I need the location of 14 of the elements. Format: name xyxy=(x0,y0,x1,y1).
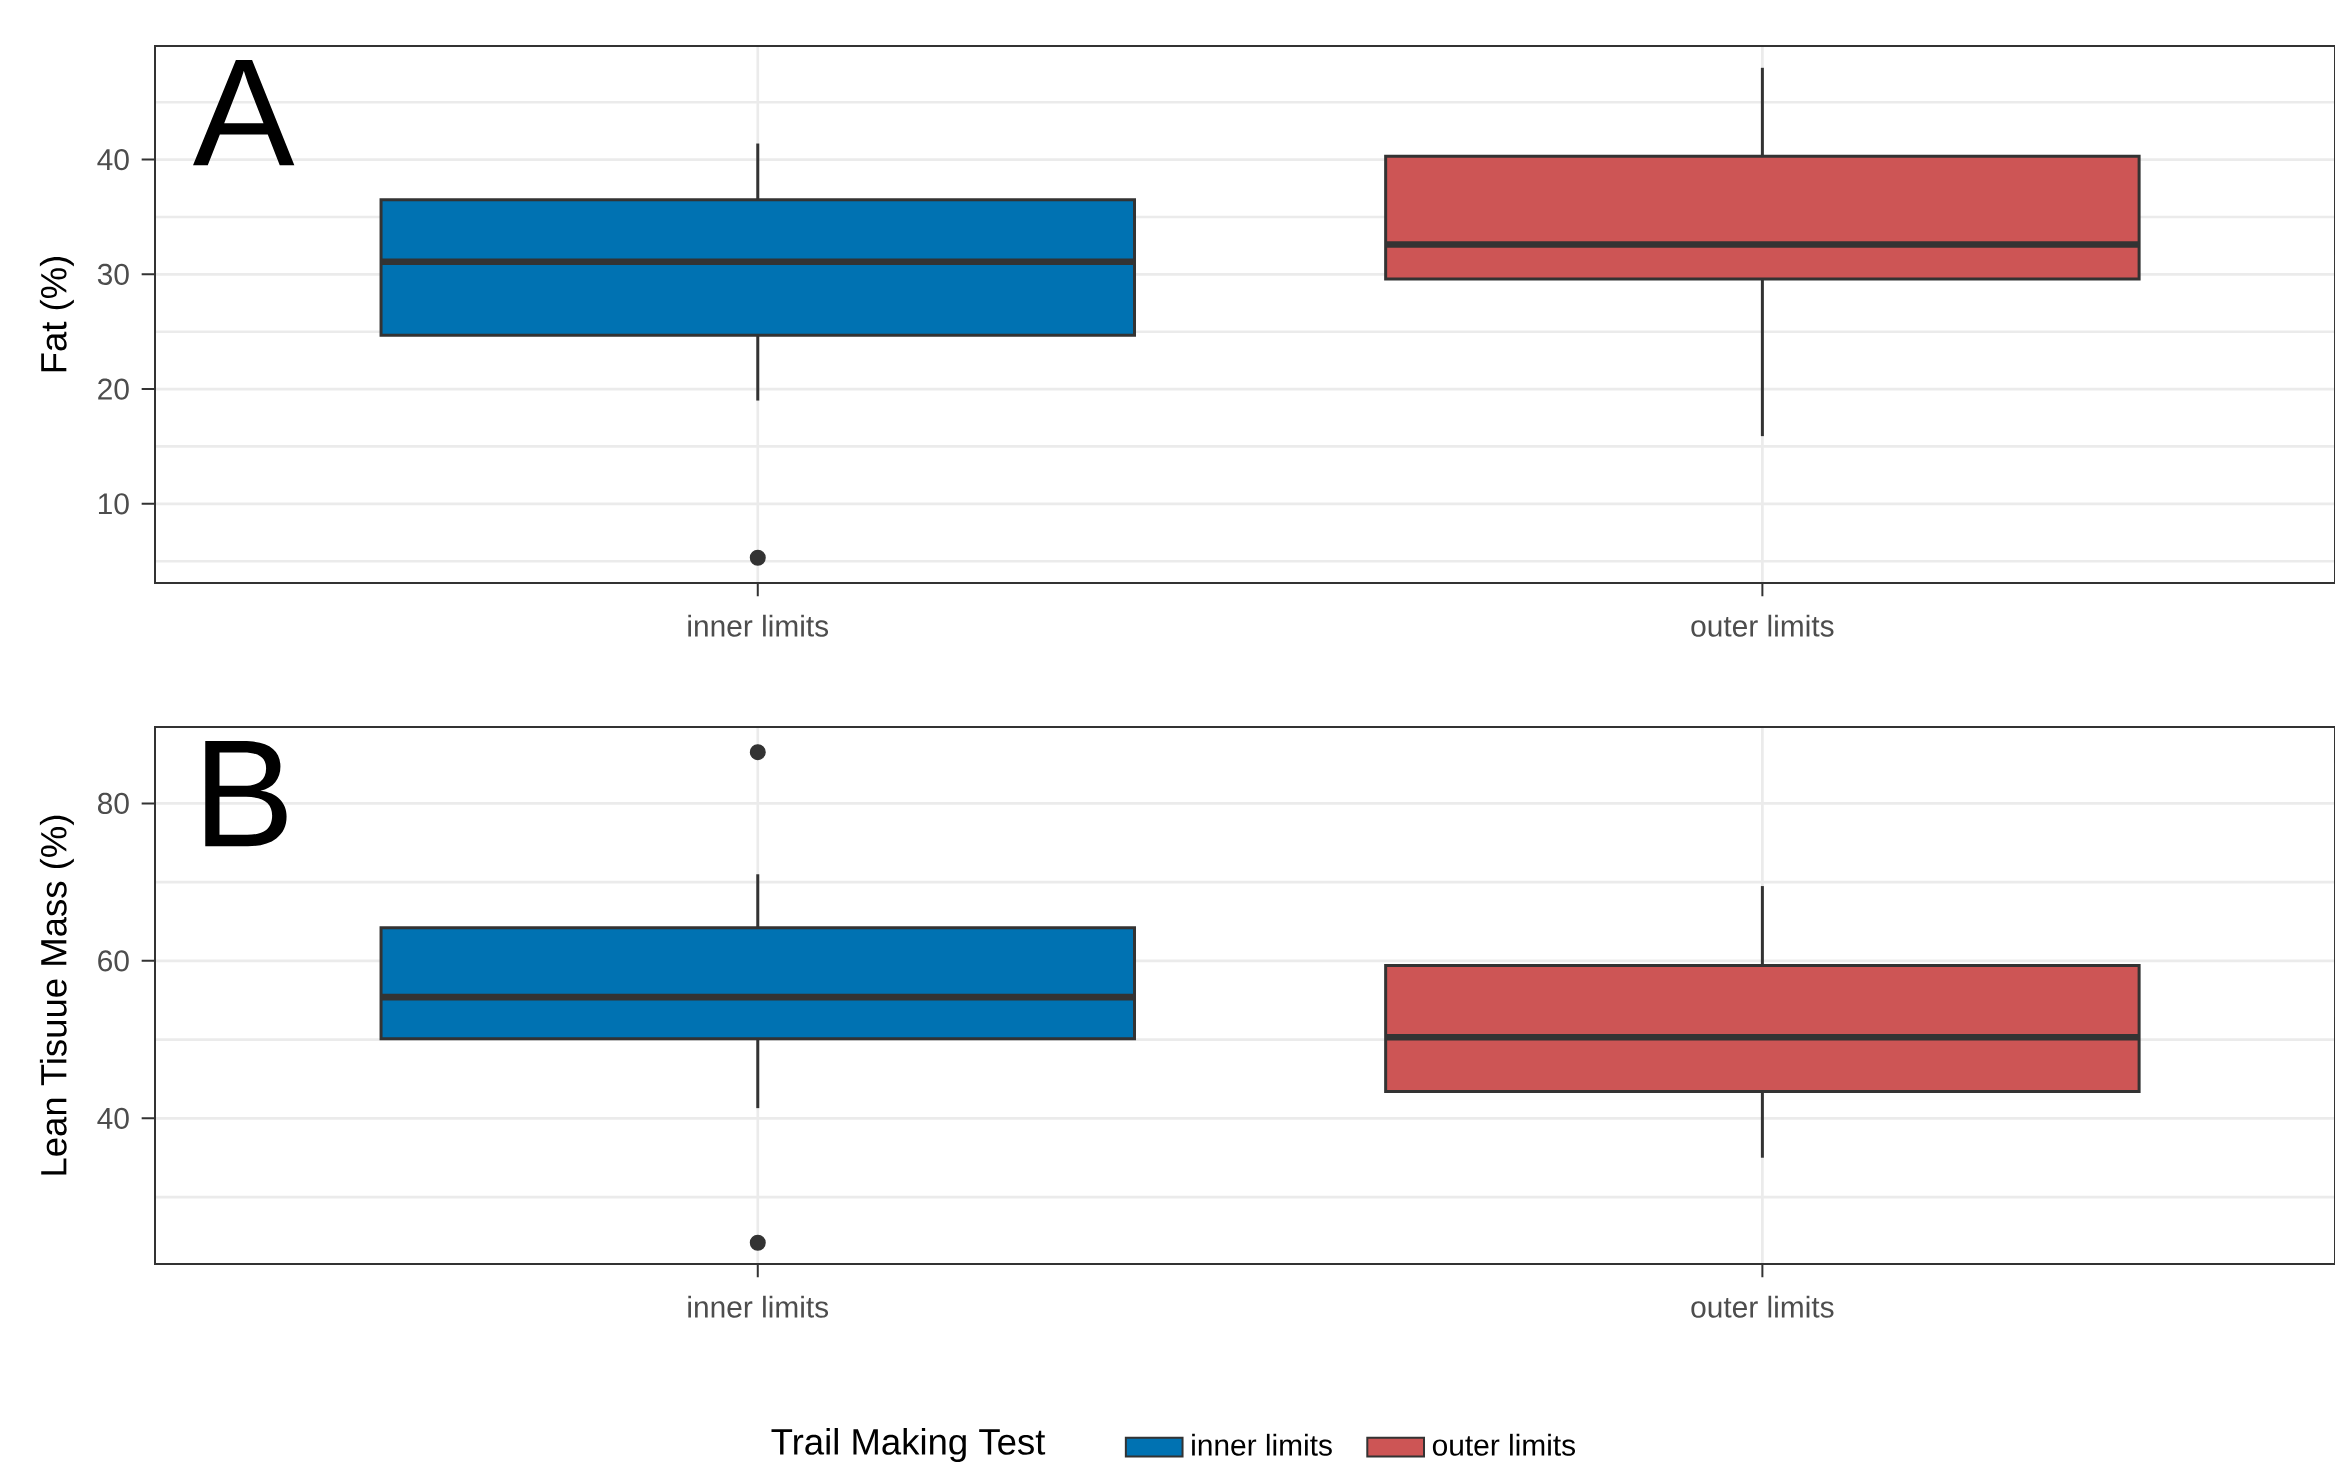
y-axis-title: Fat (%) xyxy=(39,256,74,372)
legend-label: inner limits xyxy=(1192,1433,1332,1456)
annotation: B xyxy=(205,741,287,847)
y-tick-label: 60 xyxy=(98,950,129,972)
legend-title: Trail Making Test xyxy=(771,1428,1046,1463)
y-tick-label: 80 xyxy=(97,792,129,814)
y-tick-label: 30 xyxy=(97,263,129,285)
y-tick-label: 10 xyxy=(98,493,129,515)
y-axis-title: Lean Tisuue Mass (%) xyxy=(39,815,74,1175)
legend-label: outer limits xyxy=(1432,1433,1576,1456)
y-tick-label: 20 xyxy=(98,378,129,400)
y-tick-label: 40 xyxy=(97,149,129,171)
annotation: A xyxy=(193,60,295,166)
y-tick-label: 40 xyxy=(97,1107,129,1129)
